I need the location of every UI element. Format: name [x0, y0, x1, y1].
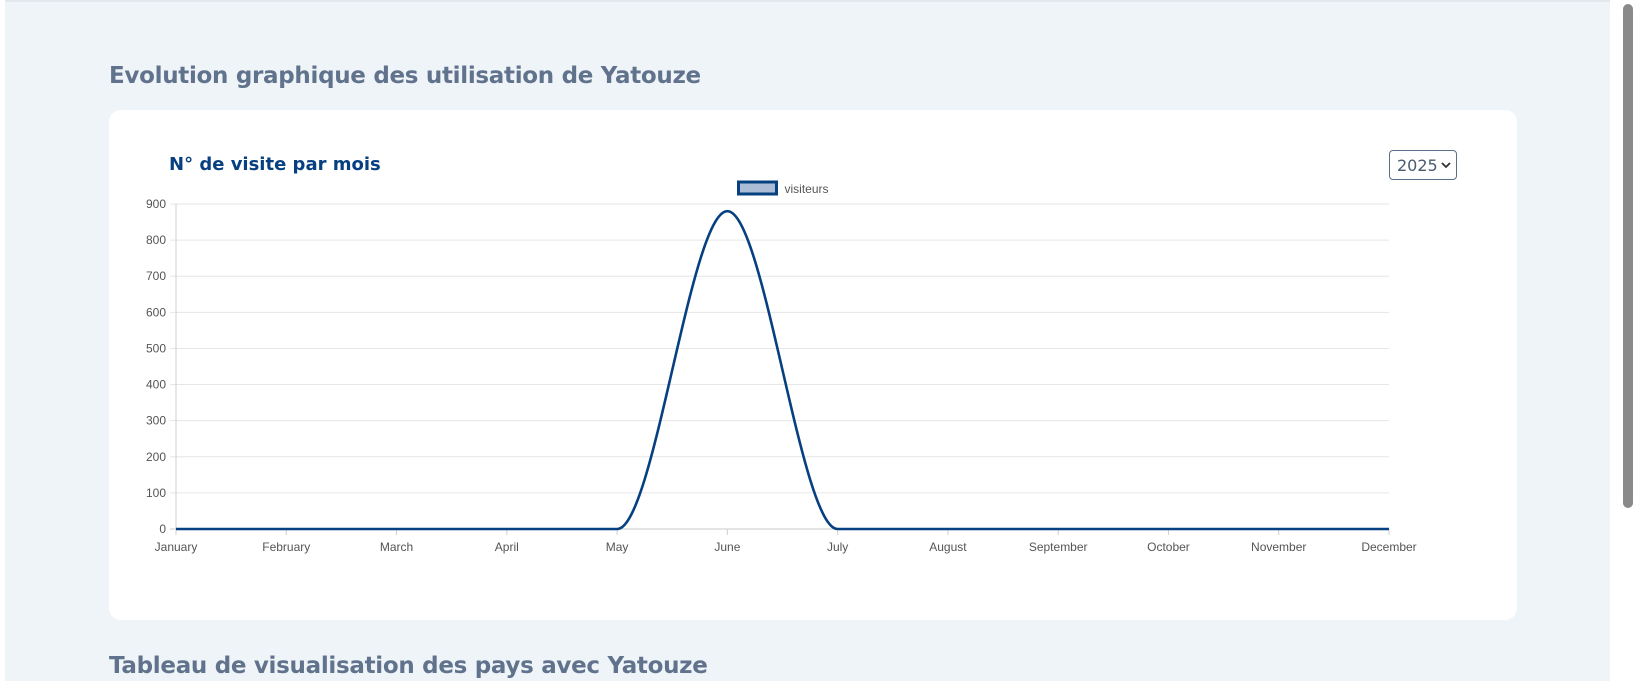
x-tick-label: October	[1147, 540, 1190, 554]
table-section-title: Tableau de visualisation des pays avec Y…	[109, 653, 708, 679]
x-tick-label: June	[714, 540, 740, 554]
y-tick-label: 300	[146, 414, 166, 428]
y-tick-label: 0	[159, 522, 166, 536]
chevron-down-icon	[1441, 161, 1451, 168]
chart-card: N° de visite par mois 2025 0 100 200 300 400…	[109, 110, 1517, 620]
year-select-value: 2025	[1397, 155, 1438, 175]
x-tick-label: November	[1251, 540, 1306, 554]
x-tick-label: July	[827, 540, 848, 554]
chart-section-title: Evolution graphique des utilisation de Y…	[109, 63, 701, 89]
y-tick-label: 100	[146, 486, 166, 500]
x-tick-label: May	[606, 540, 629, 554]
y-tick-label: 400	[146, 378, 166, 392]
legend-label: visiteurs	[785, 182, 829, 196]
year-select[interactable]: 2025	[1389, 150, 1457, 180]
x-tick-label: December	[1361, 540, 1416, 554]
x-tick-label: August	[929, 540, 967, 554]
x-tick-label: April	[495, 540, 519, 554]
legend-swatch	[737, 180, 778, 196]
chart-heading: N° de visite par mois	[169, 154, 381, 175]
x-tick-label: March	[380, 540, 413, 554]
y-tick-label: 700	[146, 269, 166, 283]
y-tick-label: 800	[146, 233, 166, 247]
y-tick-label: 500	[146, 341, 166, 355]
x-tick-label: February	[262, 540, 310, 554]
x-tick-label: January	[155, 540, 198, 554]
y-tick-label: 600	[146, 305, 166, 319]
y-tick-label: 200	[146, 450, 166, 464]
x-tick-label: September	[1029, 540, 1088, 554]
series-line-visiteurs	[176, 209, 1389, 531]
scrollbar-thumb[interactable]	[1623, 4, 1633, 508]
y-tick-label: 900	[146, 197, 166, 211]
line-chart: 0 100 200 300 400 500 600 700 800 900 January Febru…	[146, 180, 1417, 554]
